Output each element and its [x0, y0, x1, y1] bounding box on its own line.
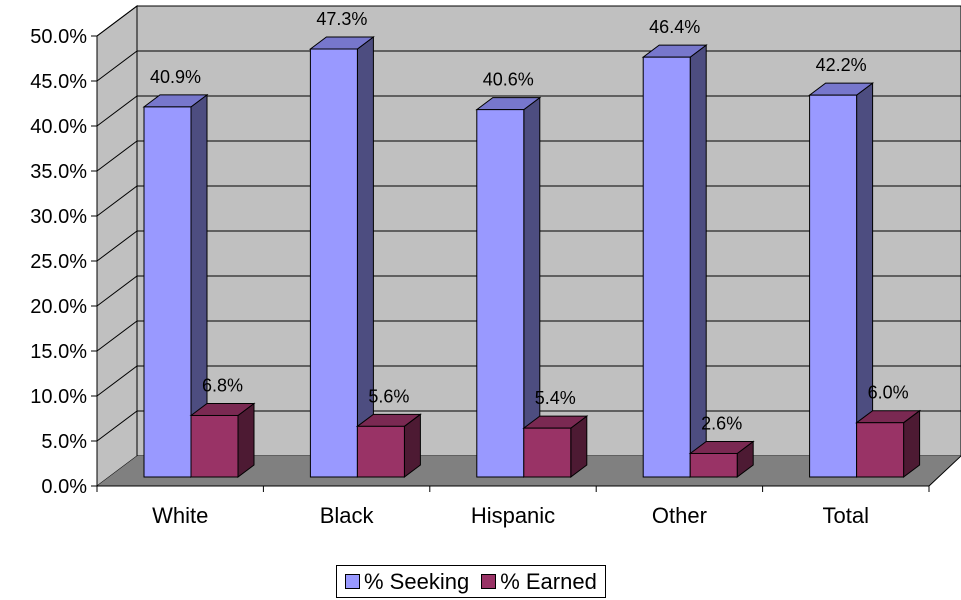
legend-item-earned: % Earned [481, 569, 597, 595]
data-label: 47.3% [316, 9, 367, 29]
category-label: Other [652, 503, 707, 528]
data-labels: 40.9% 6.8% 47.3% 5.6% 40.6% 5.4% 46.4% 2.6% 42.2… [150, 9, 909, 433]
gridline-side [96, 185, 138, 217]
bar-seeking-side [356, 36, 374, 478]
y-tick-label: 45.0% [30, 71, 87, 93]
data-label: 6.0% [868, 383, 909, 403]
bar-earned [190, 414, 239, 478]
gridline-side [96, 365, 138, 397]
bar-earned [689, 452, 738, 478]
bar-seeking [143, 106, 192, 478]
bar-seeking [809, 94, 858, 478]
y-tick-label: 15.0% [30, 341, 87, 363]
data-label: 40.9% [150, 67, 201, 87]
category-label: Black [320, 503, 375, 528]
data-label: 42.2% [816, 55, 867, 75]
y-tick-label: 35.0% [30, 161, 87, 183]
bars [142, 36, 922, 478]
data-label: 5.6% [368, 386, 409, 406]
category-label: Hispanic [471, 503, 555, 528]
legend-label-earned: % Earned [500, 568, 597, 594]
gridline-side [96, 410, 138, 442]
data-label: 6.8% [202, 375, 243, 395]
legend-swatch-earned [481, 574, 497, 589]
legend: % Seeking % Earned [336, 565, 606, 598]
legend-label-seeking: % Seeking [364, 568, 470, 594]
gridline-side [96, 320, 138, 352]
y-tick-label: 25.0% [30, 251, 87, 273]
y-tick-label: 50.0% [30, 26, 87, 48]
data-label: 46.4% [649, 17, 700, 37]
bar-earned [523, 427, 572, 478]
gridline-side [96, 50, 138, 82]
bar-earned [856, 422, 905, 478]
bar-earned [356, 425, 405, 478]
x-axis-depth-line [928, 455, 961, 487]
y-tick-label: 0.0% [41, 476, 87, 498]
category-label: Total [823, 503, 869, 528]
y-tick-label: 30.0% [30, 206, 87, 228]
bar-seeking-side [689, 44, 707, 478]
data-label: 2.6% [701, 413, 742, 433]
y-tick-label: 5.0% [41, 431, 87, 453]
bar-seeking [642, 56, 691, 478]
x-axis: White Black Hispanic Other Total [96, 455, 961, 528]
data-label: 40.6% [483, 70, 534, 90]
y-tick-label: 40.0% [30, 116, 87, 138]
bar-earned-side [237, 402, 255, 478]
data-label: 5.4% [535, 388, 576, 408]
gridline-side [96, 140, 138, 172]
y-tick-label: 10.0% [30, 386, 87, 408]
gridline-side [96, 230, 138, 262]
gridline-side [96, 95, 138, 127]
legend-item-seeking: % Seeking [345, 569, 469, 595]
y-axis: 0.0% 5.0% 10.0% 15.0% 20.0% 25.0% 30.0% 35.0% 40… [30, 26, 98, 498]
gridline-side [96, 5, 138, 37]
bar-seeking [476, 109, 525, 478]
category-label: White [152, 503, 208, 528]
y-tick-label: 20.0% [30, 296, 87, 318]
legend-swatch-seeking [345, 574, 360, 589]
gridline-side [96, 275, 138, 307]
bar-seeking [309, 48, 358, 478]
